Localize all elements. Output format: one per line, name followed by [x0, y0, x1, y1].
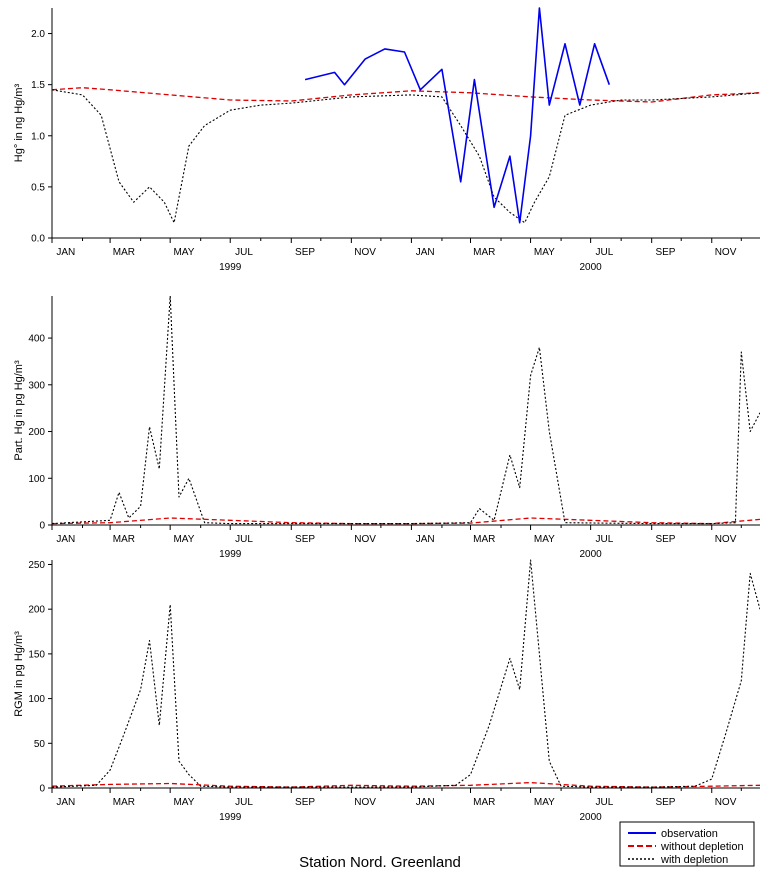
x-tick-label: MAY [173, 247, 194, 258]
x-tick-label: SEP [655, 247, 675, 258]
y-tick-label: 0 [39, 521, 45, 532]
y-tick-label: 0.0 [31, 234, 45, 245]
panel-3: 0 50 100 150 200 250 RGM in pg Hg/m³ JAN MAR MAY J… [13, 559, 760, 823]
panels-group: 0.0 0.5 1.0 1.5 2.0 Hg° in ng Hg/m³ JAN MAR MAY J… [13, 7, 760, 823]
y-tick-label: 0.5 [31, 182, 45, 193]
year-label: 2000 [580, 262, 603, 273]
x-tick-label: MAR [113, 247, 135, 258]
x-tick-label: MAR [113, 797, 135, 808]
x-tick-label: JUL [235, 797, 253, 808]
y-tick-label: 100 [28, 474, 45, 485]
series-line-without-depletion [51, 87, 760, 103]
y-tick-label: 200 [28, 605, 45, 616]
y-tick-label: 150 [28, 649, 45, 660]
series-line-with-depletion [51, 89, 760, 224]
panel-1: 0.0 0.5 1.0 1.5 2.0 Hg° in ng Hg/m³ JAN MAR MAY J… [13, 7, 760, 273]
series-line-without-depletion [51, 517, 760, 525]
year-label: 1999 [219, 262, 242, 273]
y-axis-label: RGM in pg Hg/m³ [13, 631, 25, 717]
y-tick-label: 1.5 [31, 80, 45, 91]
year-label: 2000 [580, 812, 603, 823]
y-tick-label: 200 [28, 427, 45, 438]
x-tick-label: JAN [416, 797, 435, 808]
x-tick-label: SEP [295, 797, 315, 808]
x-tick-label: MAY [534, 797, 555, 808]
y-axis-label: Part. Hg in pg Hg/m³ [13, 360, 25, 461]
x-tick-label: SEP [655, 797, 675, 808]
x-tick-label: JAN [56, 247, 75, 258]
y-tick-label: 0 [39, 784, 45, 795]
y-tick-label: 100 [28, 694, 45, 705]
series-line-with-depletion [51, 295, 760, 525]
year-label: 1999 [219, 812, 242, 823]
legend-label-observation: observation [661, 828, 718, 840]
x-tick-label: JUL [235, 247, 253, 258]
x-tick-label: NOV [715, 797, 737, 808]
x-tick-label: MAY [173, 797, 194, 808]
x-tick-label: JUL [596, 247, 614, 258]
x-tick-label: JUL [596, 534, 614, 545]
y-tick-label: 250 [28, 560, 45, 571]
legend-label-without-depletion: without depletion [660, 841, 744, 853]
x-tick-label: MAY [173, 534, 194, 545]
series-line-observation [304, 7, 611, 224]
y-tick-label: 400 [28, 334, 45, 345]
x-tick-label: NOV [354, 797, 376, 808]
x-tick-label: NOV [715, 534, 737, 545]
legend-box [619, 821, 755, 867]
panel-2: 0 100 200 300 400 Part. Hg in pg Hg/m³ JAN MAR M… [13, 295, 760, 560]
y-axis-label: Hg° in ng Hg/m³ [13, 83, 25, 162]
x-tick-label: JUL [235, 534, 253, 545]
x-tick-label: MAR [113, 534, 135, 545]
y-tick-label: 2.0 [31, 29, 45, 40]
year-label: 2000 [580, 549, 603, 560]
x-tick-label: NOV [354, 534, 376, 545]
y-tick-label: 50 [34, 739, 46, 750]
x-tick-label: JAN [56, 797, 75, 808]
x-tick-label: JUL [596, 797, 614, 808]
legend: observation without depletion with deple… [619, 821, 755, 867]
x-tick-label: NOV [715, 247, 737, 258]
x-tick-label: SEP [295, 534, 315, 545]
x-tick-label: MAY [534, 247, 555, 258]
y-tick-label: 300 [28, 380, 45, 391]
x-tick-label: SEP [655, 534, 675, 545]
x-tick-label: MAR [473, 534, 495, 545]
series-line-with-depletion [51, 559, 760, 788]
x-tick-label: JAN [416, 534, 435, 545]
x-tick-label: SEP [295, 247, 315, 258]
x-tick-label: MAR [473, 797, 495, 808]
legend-label-with-depletion: with depletion [660, 854, 728, 866]
series-line-without-depletion [51, 781, 760, 788]
x-tick-label: MAY [534, 534, 555, 545]
y-tick-label: 1.0 [31, 131, 45, 142]
x-tick-label: JAN [56, 534, 75, 545]
figure-title: Station Nord. Greenland [299, 854, 461, 871]
x-tick-label: NOV [354, 247, 376, 258]
x-tick-label: JAN [416, 247, 435, 258]
x-tick-label: MAR [473, 247, 495, 258]
year-label: 1999 [219, 549, 242, 560]
